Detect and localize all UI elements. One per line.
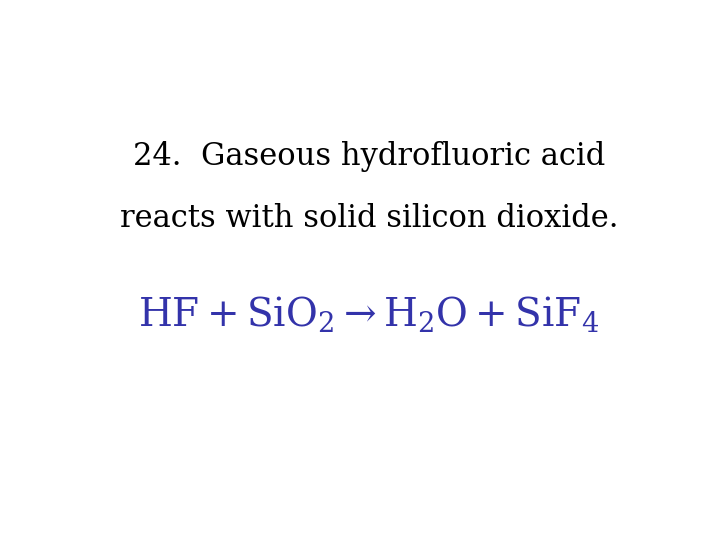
Text: reacts with solid silicon dioxide.: reacts with solid silicon dioxide.	[120, 203, 618, 234]
Text: $\mathrm{HF + SiO_2 \rightarrow H_2O + SiF_4}$: $\mathrm{HF + SiO_2 \rightarrow H_2O + S…	[138, 294, 600, 334]
Text: 24.  Gaseous hydrofluoric acid: 24. Gaseous hydrofluoric acid	[133, 141, 605, 172]
